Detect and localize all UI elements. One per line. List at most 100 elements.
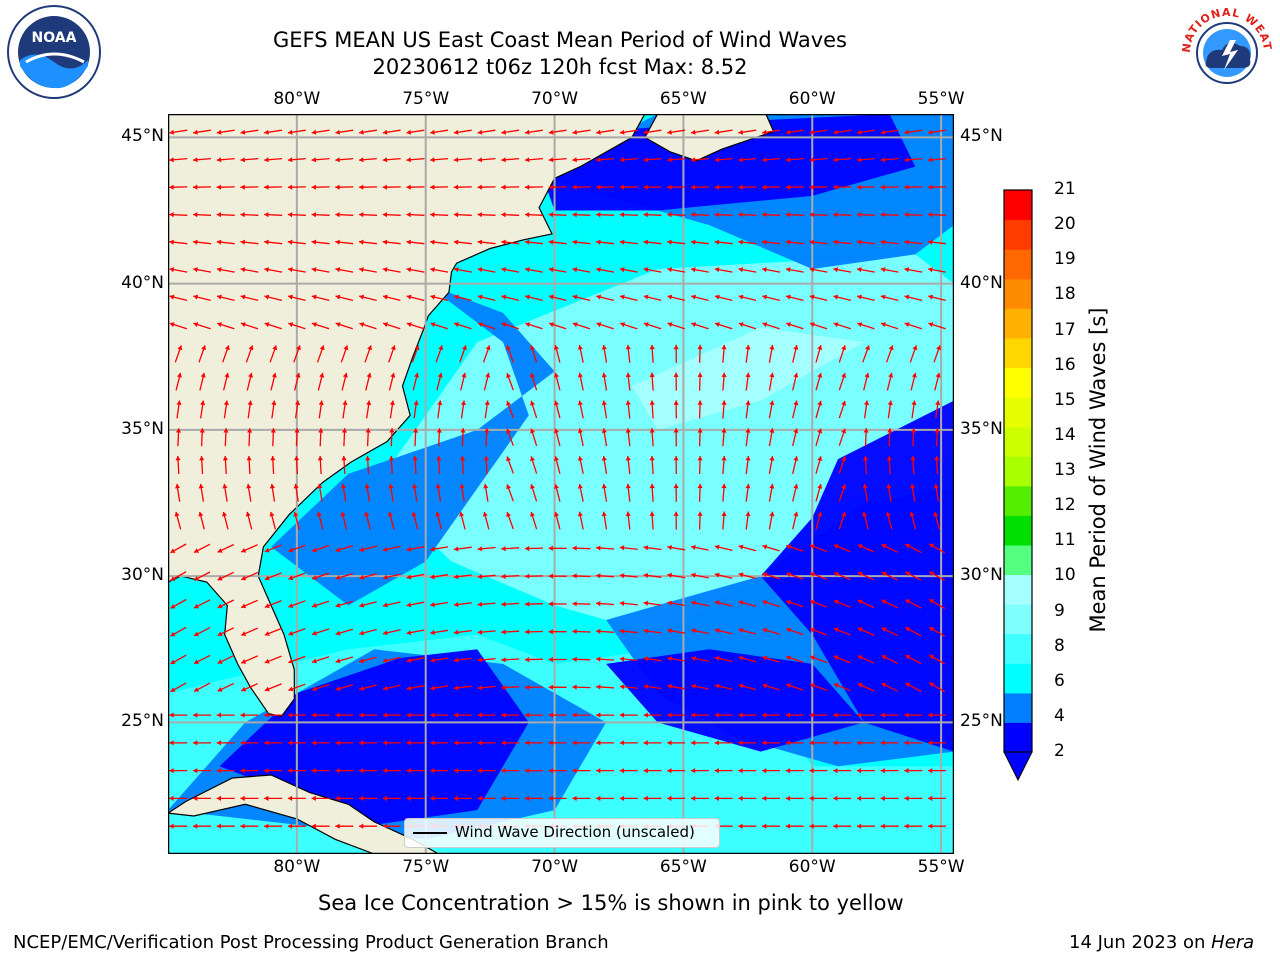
colorbar-tick-label: 17 — [1054, 319, 1076, 340]
wave-arrow-head — [738, 712, 743, 718]
wave-arrow-head — [619, 712, 625, 718]
wave-arrow-head — [745, 511, 751, 517]
wave-arrow-head — [264, 575, 270, 581]
wave-arrow-head — [904, 184, 909, 190]
wave-arrow-head — [412, 456, 418, 461]
wave-arrow-head — [335, 823, 340, 829]
wave-arrow-head — [506, 373, 511, 379]
wave-arrow-head — [572, 795, 577, 801]
lat-label-left: 25°N — [121, 711, 164, 732]
lon-label-bottom: 80°W — [273, 857, 321, 877]
wave-arrow-head — [453, 601, 459, 608]
wave-arrow-head — [176, 372, 182, 378]
wave-arrow-head — [786, 294, 791, 300]
wave-arrow-head — [477, 601, 483, 607]
wave-arrow-head — [506, 345, 511, 351]
wave-arrow-head — [714, 294, 720, 300]
wave-arrow-head — [714, 212, 719, 218]
wave-arrow-head — [501, 322, 507, 328]
wave-arrow-head — [341, 483, 347, 489]
wave-arrow-head — [786, 322, 791, 328]
wave-arrow-head — [856, 795, 862, 801]
wave-arrow-head — [649, 400, 655, 405]
wave-arrow-head — [484, 400, 490, 406]
wave-arrow-head — [530, 373, 535, 378]
wave-arrow-head — [194, 631, 199, 637]
wave-arrow-head — [643, 545, 649, 551]
wave-arrow-head — [312, 547, 317, 553]
wave-arrow-head — [193, 184, 198, 190]
wave-arrow-head — [287, 212, 293, 218]
wave-arrow-head — [366, 400, 372, 406]
wave-arrow-head — [501, 629, 506, 635]
wave-arrow-head — [905, 571, 911, 577]
wave-arrow-head — [430, 546, 435, 552]
wave-arrow-head — [809, 322, 815, 328]
wave-arrow-head — [904, 322, 910, 328]
colorbar-label: Mean Period of Wind Waves [s] — [1086, 307, 1110, 633]
wave-arrow-head — [216, 184, 222, 190]
wave-arrow-head — [856, 740, 862, 746]
wave-arrow-head — [359, 686, 365, 691]
wave-arrow-head — [880, 129, 886, 135]
lat-label-right: 30°N — [960, 565, 1003, 586]
wave-arrow-head — [359, 823, 364, 829]
wave-arrow-head — [382, 712, 387, 718]
wave-arrow-head — [194, 576, 199, 581]
wave-arrow-head — [414, 372, 419, 378]
wave-arrow-head — [382, 685, 388, 691]
wave-arrow-head — [817, 511, 823, 517]
wave-arrow-head — [691, 600, 696, 606]
wave-arrow-head — [572, 322, 578, 328]
wave-arrow-head — [762, 683, 768, 689]
wave-arrow-head — [673, 344, 679, 350]
wave-arrow-head — [217, 687, 223, 692]
wave-arrow-head — [738, 129, 744, 135]
wave-arrow-head — [887, 428, 893, 433]
wave-arrow-head — [390, 345, 396, 351]
wave-arrow-head — [482, 511, 488, 517]
wave-arrow-head — [311, 740, 316, 746]
wave-arrow-head — [382, 129, 388, 135]
wave-arrow-head — [904, 267, 910, 273]
wave-arrow-head — [673, 483, 679, 489]
wave-arrow-head — [690, 712, 696, 718]
wave-arrow-head — [762, 655, 768, 661]
wave-arrow-head — [437, 400, 443, 406]
wave-arrow-head — [857, 627, 863, 633]
wave-arrow-head — [524, 545, 530, 552]
wave-arrow-head — [311, 823, 316, 829]
wave-arrow-head — [413, 400, 419, 406]
wave-arrow-head — [530, 456, 535, 462]
wave-arrow-head — [364, 511, 370, 517]
wave-arrow-head — [240, 768, 245, 774]
wave-arrow-head — [625, 456, 631, 461]
wave-arrow-head — [430, 685, 435, 691]
wave-arrow-head — [359, 212, 364, 218]
wave-arrow-head — [311, 157, 317, 163]
wave-arrow-head — [833, 823, 838, 829]
wave-arrow-head — [817, 484, 823, 489]
wave-arrow-head — [769, 372, 775, 378]
wave-arrow-head — [287, 795, 293, 801]
wave-arrow-head — [453, 129, 459, 135]
wave-arrow-head — [785, 157, 791, 163]
wave-arrow-head — [619, 656, 625, 662]
wave-arrow-head — [477, 184, 482, 190]
lon-label-bottom: 75°W — [402, 857, 450, 877]
wave-arrow-head — [406, 212, 411, 218]
wave-arrow-head — [833, 294, 839, 300]
wave-arrow-head — [880, 740, 885, 746]
wave-arrow-head — [388, 483, 394, 489]
wave-arrow-head — [572, 267, 578, 273]
wave-arrow-head — [483, 456, 489, 461]
colorbar-segment — [1004, 692, 1032, 723]
wave-arrow-head — [880, 294, 886, 300]
colorbar-segment — [1004, 249, 1032, 280]
wave-arrow-head — [175, 456, 181, 461]
wave-arrow-head — [216, 712, 221, 718]
wave-arrow-head — [625, 344, 631, 350]
wave-arrow-head — [240, 267, 246, 273]
wave-arrow-head — [359, 795, 364, 801]
wave-period-region — [606, 649, 864, 752]
